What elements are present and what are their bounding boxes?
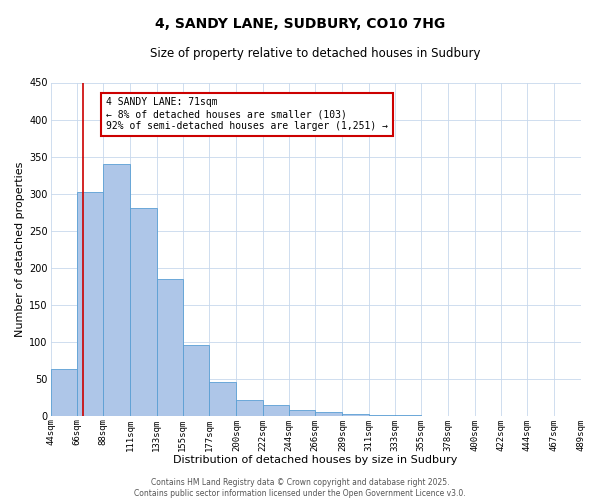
Bar bbox=[315, 412, 343, 416]
Bar bbox=[209, 382, 236, 416]
Text: 4 SANDY LANE: 71sqm
← 8% of detached houses are smaller (103)
92% of semi-detach: 4 SANDY LANE: 71sqm ← 8% of detached hou… bbox=[106, 98, 388, 130]
Bar bbox=[263, 404, 289, 416]
Bar bbox=[103, 164, 130, 416]
Bar bbox=[130, 208, 157, 416]
Y-axis label: Number of detached properties: Number of detached properties bbox=[15, 162, 25, 337]
Text: Contains HM Land Registry data © Crown copyright and database right 2025.
Contai: Contains HM Land Registry data © Crown c… bbox=[134, 478, 466, 498]
Bar bbox=[343, 414, 368, 416]
Bar bbox=[157, 279, 183, 416]
Title: Size of property relative to detached houses in Sudbury: Size of property relative to detached ho… bbox=[150, 48, 481, 60]
Bar bbox=[289, 410, 315, 416]
Bar bbox=[50, 369, 77, 416]
Bar bbox=[77, 192, 103, 416]
Text: 4, SANDY LANE, SUDBURY, CO10 7HG: 4, SANDY LANE, SUDBURY, CO10 7HG bbox=[155, 18, 445, 32]
Bar bbox=[395, 415, 421, 416]
Bar bbox=[236, 400, 263, 416]
Bar bbox=[183, 346, 209, 416]
X-axis label: Distribution of detached houses by size in Sudbury: Distribution of detached houses by size … bbox=[173, 455, 458, 465]
Bar bbox=[368, 415, 395, 416]
